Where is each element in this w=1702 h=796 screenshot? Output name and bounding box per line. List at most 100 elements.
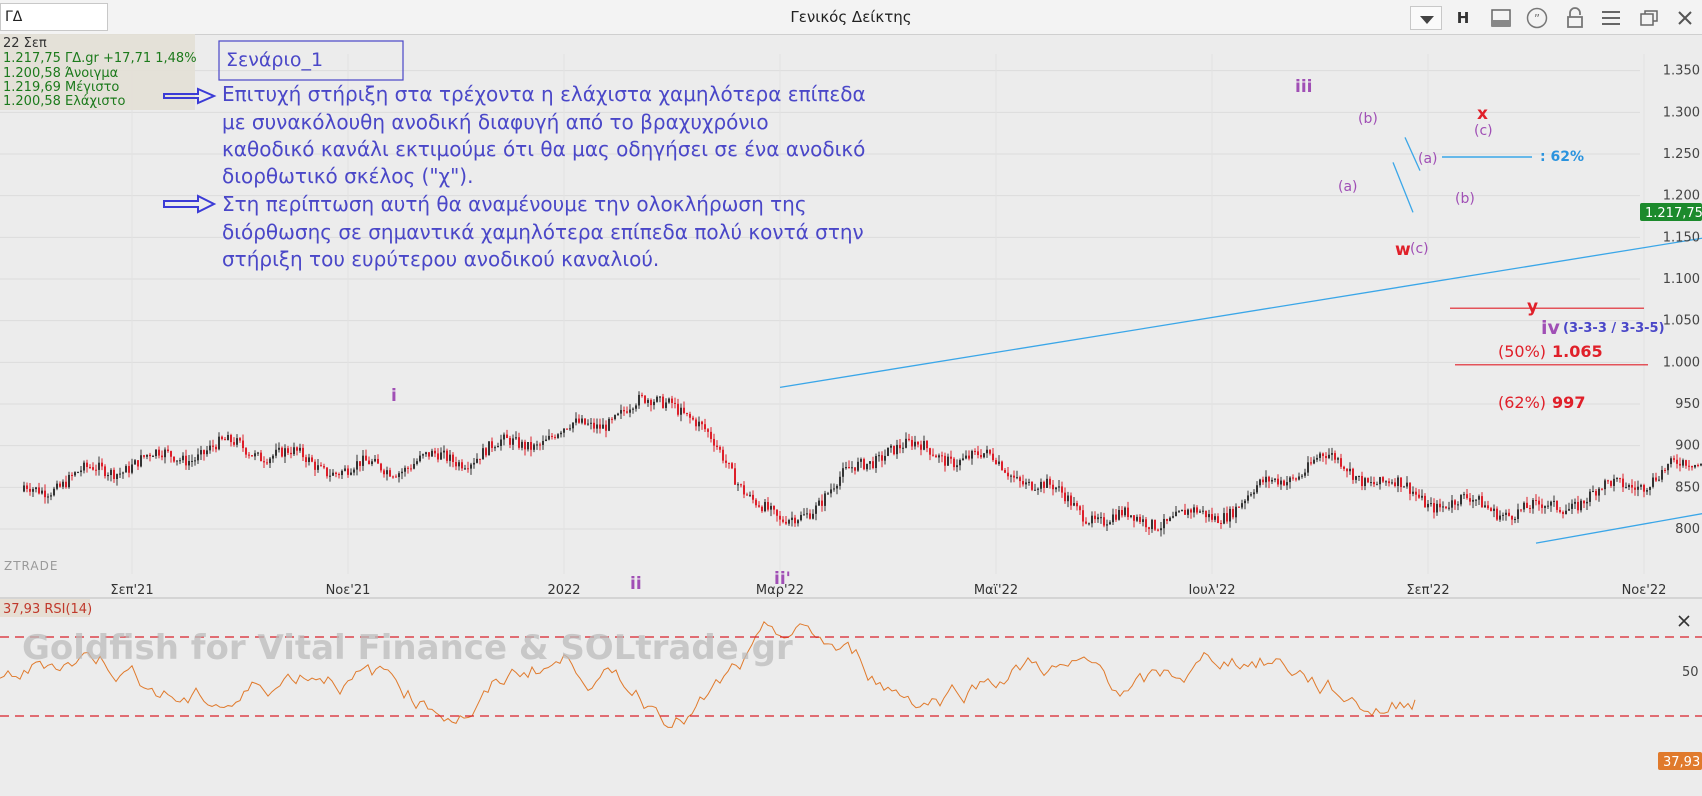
candle-body	[1442, 506, 1444, 508]
candle-body	[1673, 458, 1675, 460]
candle-body	[1427, 503, 1429, 508]
candle-body	[269, 458, 271, 464]
candle-body	[959, 460, 961, 466]
candle-body	[1568, 508, 1570, 511]
candle-body	[722, 449, 724, 461]
candle-body	[287, 448, 289, 453]
candle-body	[1616, 478, 1618, 480]
candle-body	[824, 493, 826, 506]
candle-body	[158, 449, 160, 456]
layout-icon[interactable]	[1488, 6, 1514, 30]
candle-body	[713, 438, 715, 446]
candle-body	[1565, 510, 1567, 514]
menu-icon[interactable]	[1598, 6, 1624, 30]
candle-body	[302, 447, 304, 458]
candle-body	[1232, 508, 1234, 518]
wave-note: (3-3-3 / 3-3-5)	[1563, 321, 1665, 336]
candle-body	[1259, 479, 1261, 486]
candle-body	[155, 449, 157, 457]
candle-body	[1154, 519, 1156, 530]
restore-icon[interactable]	[1636, 6, 1662, 30]
candle-body	[674, 402, 676, 404]
scenario-para1-line2: με συνακόλουθη ανοδική διαφυγή από το βρ…	[222, 110, 769, 134]
candle-body	[815, 505, 817, 514]
lock-icon[interactable]	[1562, 6, 1588, 30]
candle-body	[242, 440, 244, 449]
candle-body	[56, 483, 58, 489]
candle-body	[1043, 481, 1045, 488]
candle-body	[1061, 486, 1063, 493]
candle-body	[248, 454, 250, 456]
candle-body	[290, 452, 292, 455]
candle-body	[935, 455, 937, 458]
candle-body	[635, 405, 637, 409]
candle-body	[884, 455, 886, 461]
candle-body	[665, 402, 667, 408]
candle-body	[1610, 480, 1612, 486]
candle-body	[245, 448, 247, 455]
y-tick-label: 1.000	[1663, 355, 1700, 370]
candle-body	[854, 467, 856, 471]
copyright-watermark: Goldfish for Vital Finance & SOLtrade.gr	[22, 628, 793, 668]
candle-body	[437, 453, 439, 460]
candle-body	[1505, 512, 1507, 515]
candle-body	[101, 462, 103, 467]
comment-icon[interactable]: ”	[1524, 6, 1550, 30]
wave-label-a1: (a)	[1338, 179, 1358, 195]
symbol-field[interactable]: ΓΔ	[0, 3, 108, 31]
candle-body	[1250, 494, 1252, 496]
ohlc-date: 22 Σεπ	[3, 36, 47, 51]
candle-body	[725, 460, 727, 463]
price-chart[interactable]: 800 850 900 950 1.000 1.050 1.100 1.150 1.200 1.2…	[0, 34, 1702, 796]
candle-body	[1304, 472, 1306, 476]
candle-body	[503, 434, 505, 440]
candle-body	[278, 447, 280, 450]
candle-body	[1124, 507, 1126, 516]
candle-body	[1352, 468, 1354, 480]
candle-body	[41, 490, 43, 494]
candle-body	[107, 475, 109, 477]
candle-body	[1346, 468, 1348, 472]
candle-body	[929, 448, 931, 455]
y-axis-ticks: 800 850 900 950 1.000 1.050 1.100 1.150 1.200 1.2…	[1663, 64, 1700, 537]
close-icon[interactable]	[1672, 6, 1698, 30]
candle-body	[803, 514, 805, 516]
candle-body	[230, 435, 232, 443]
candle-body	[470, 464, 472, 469]
candle-body	[1133, 515, 1135, 521]
candle-body	[317, 465, 319, 470]
candle-body	[914, 441, 916, 447]
candle-body	[1325, 456, 1327, 459]
candle-body	[587, 423, 589, 425]
candle-body	[1544, 506, 1546, 508]
candle-body	[221, 436, 223, 440]
candle-body	[1700, 463, 1702, 466]
candle-body	[149, 454, 151, 457]
candle-body	[1601, 488, 1603, 490]
candle-body	[719, 447, 721, 450]
candle-body	[1280, 480, 1282, 485]
candle-body	[1367, 478, 1369, 483]
wave-label-ii-prime: ii'	[774, 569, 791, 589]
candle-body	[599, 424, 601, 429]
candle-body	[962, 458, 964, 461]
candle-body	[137, 460, 139, 467]
h-button[interactable]: H	[1456, 9, 1470, 27]
candle-body	[308, 457, 310, 463]
candle-body	[755, 499, 757, 506]
candle-body	[671, 398, 673, 403]
candle-body	[1295, 478, 1297, 480]
candle-body	[656, 396, 658, 402]
candle-body	[1430, 503, 1432, 505]
candle-body	[566, 428, 568, 430]
candle-body	[1004, 470, 1006, 473]
candle-body	[1076, 503, 1078, 507]
candle-body	[35, 487, 37, 490]
candle-body	[1253, 492, 1255, 495]
symbol-dropdown-button[interactable]	[1410, 6, 1442, 30]
close-icon[interactable]	[1678, 615, 1690, 627]
candle-body	[926, 440, 928, 449]
candle-body	[68, 474, 70, 488]
candle-body	[980, 455, 982, 458]
candle-body	[1184, 509, 1186, 515]
